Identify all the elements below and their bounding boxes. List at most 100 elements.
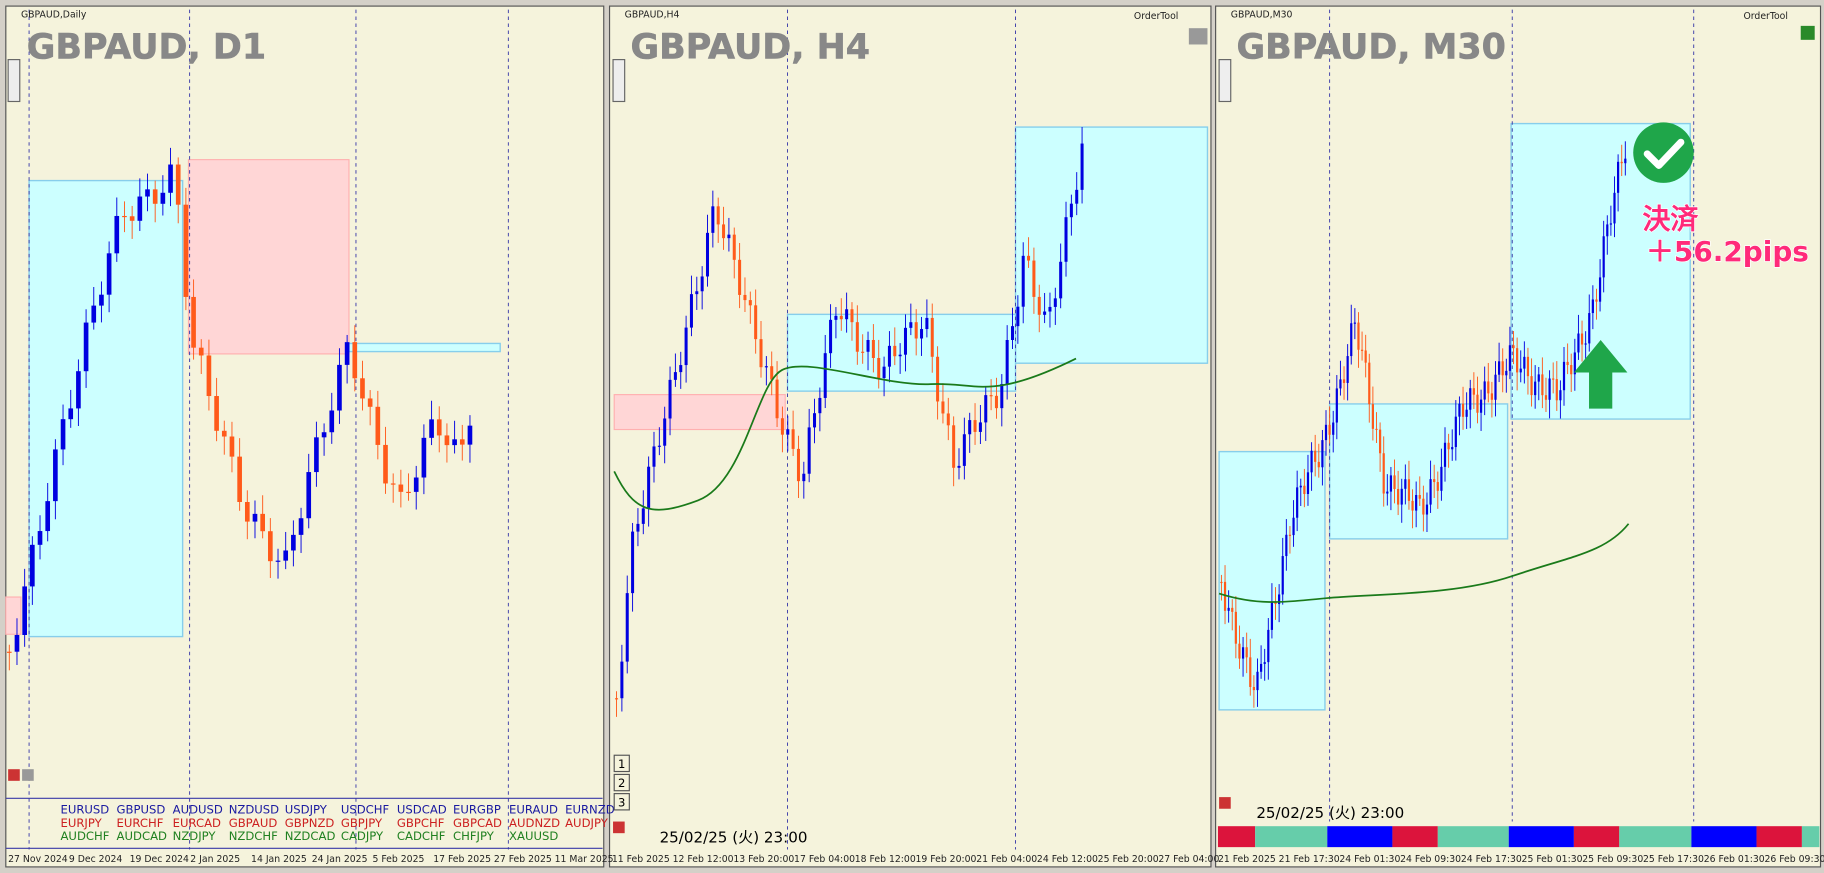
symbol[interactable]: EURUSD (60, 802, 109, 816)
candle-body (952, 425, 956, 468)
candle-body (1227, 607, 1230, 611)
order-tool[interactable]: OrderTool (1134, 11, 1178, 22)
symbol[interactable]: GBPCHF (397, 816, 445, 830)
candle-body (1516, 348, 1519, 373)
symbol[interactable]: GBPJPY (341, 816, 383, 830)
period-button-label[interactable]: 1 (618, 757, 625, 771)
symbol[interactable]: USDJPY (285, 802, 328, 816)
tool-button[interactable] (1800, 25, 1815, 40)
bar-segment (1217, 826, 1256, 848)
period-button[interactable] (613, 773, 630, 792)
symbol[interactable]: AUDCHF (60, 829, 109, 843)
chart-title: GBPAUD, H4 (630, 27, 870, 67)
candle-body (705, 232, 710, 277)
order-tool[interactable]: OrderTool (1743, 11, 1787, 22)
candle-body (1415, 494, 1418, 511)
bar-segment (1801, 826, 1820, 848)
candle-body (1064, 217, 1068, 262)
candle-body (1310, 450, 1313, 473)
candle-body (1479, 399, 1483, 413)
candle-body (871, 339, 875, 358)
candle-body (625, 593, 629, 662)
period-button-label[interactable]: 3 (618, 795, 625, 809)
candle-body (1595, 299, 1598, 302)
candle-body (1223, 581, 1227, 611)
symbol[interactable]: NZDJPY (173, 829, 217, 843)
candle-body (1487, 381, 1490, 394)
x-tick-label: 24 Feb 12:00 (1037, 854, 1098, 865)
candle-body (306, 472, 312, 519)
symbol[interactable]: EURGBP (453, 802, 501, 816)
candle-body (360, 378, 365, 399)
scroll-control[interactable] (612, 59, 626, 103)
x-tick-label: 12 Feb 12:00 (673, 854, 734, 865)
candle-body (1530, 376, 1533, 396)
candle-body (818, 397, 822, 414)
symbol[interactable]: EURAUD (509, 802, 558, 816)
candle-body (1350, 323, 1353, 357)
x-tick-label: 21 Feb 2025 (1218, 854, 1276, 865)
tool-button[interactable] (613, 821, 625, 834)
period-button[interactable] (613, 754, 630, 773)
symbol[interactable]: AUDJPY (565, 816, 609, 830)
candle-body (978, 422, 982, 432)
candle-body (1544, 395, 1548, 400)
symbol[interactable]: GBPUSD (117, 802, 166, 816)
candle-body (1562, 361, 1566, 391)
candle-body (1360, 349, 1364, 351)
candle-body (1238, 643, 1241, 659)
candle-body (68, 408, 74, 420)
candle-body (754, 305, 758, 340)
symbol[interactable]: EURJPY (60, 816, 102, 830)
symbol[interactable]: AUDUSD (173, 802, 223, 816)
symbol[interactable]: AUDNZD (509, 816, 560, 830)
up-arrow (1573, 339, 1628, 409)
symbol[interactable]: USDCAD (397, 802, 447, 816)
candle-body (1397, 488, 1400, 505)
scroll-control[interactable] (1218, 59, 1232, 103)
candle-body (37, 531, 43, 545)
period-button[interactable] (613, 793, 630, 811)
candle-body (759, 339, 763, 368)
candle-body (1436, 482, 1439, 491)
candle-body (45, 501, 51, 532)
symbol[interactable]: AUDCAD (117, 829, 167, 843)
period-button-label[interactable]: 2 (618, 776, 625, 790)
symbol[interactable]: GBPCAD (453, 816, 502, 830)
symbol[interactable]: GBPNZD (285, 816, 335, 830)
symbol[interactable]: CHFJPY (453, 829, 495, 843)
candle-body (1458, 403, 1461, 417)
symbol[interactable]: NZDCAD (285, 829, 336, 843)
candle-body (882, 366, 886, 379)
x-tick-label: 24 Jan 2025 (312, 854, 368, 865)
scroll-control[interactable] (7, 59, 21, 103)
symbol[interactable]: EURNZD (565, 802, 615, 816)
texts: GBPAUD,Daily GBPAUD, D1 27 Nov 2024 9 Dec 2… (8, 10, 1824, 866)
symbol[interactable]: NZDUSD (229, 802, 279, 816)
tool-button[interactable] (1188, 28, 1208, 45)
tool-button[interactable] (22, 769, 34, 781)
candle-body (887, 345, 891, 367)
tool-button[interactable] (8, 769, 20, 781)
candle-body (137, 196, 143, 221)
candle-body (620, 661, 624, 699)
bar-segment (1392, 826, 1438, 848)
candle-body (1433, 479, 1436, 483)
symbol[interactable]: CADJPY (341, 829, 384, 843)
candle-body (1570, 365, 1573, 375)
symbol[interactable]: EURCHF (117, 816, 164, 830)
symbol[interactable]: EURCAD (173, 816, 221, 830)
symbol[interactable]: CADCHF (397, 829, 446, 843)
tool-button[interactable] (1219, 797, 1231, 809)
symbol[interactable]: GBPAUD (229, 816, 278, 830)
candle-body (1465, 409, 1468, 417)
candle-body (652, 446, 656, 467)
candle-body (962, 434, 966, 466)
symbol[interactable]: USDCHF (341, 802, 390, 816)
candle-body (791, 429, 795, 449)
symbol[interactable]: XAUUSD (509, 829, 558, 843)
candle-body (1454, 416, 1457, 448)
symbol[interactable]: NZDCHF (229, 829, 278, 843)
candle-body (1245, 647, 1248, 658)
x-tick-label: 5 Feb 2025 (372, 854, 424, 865)
